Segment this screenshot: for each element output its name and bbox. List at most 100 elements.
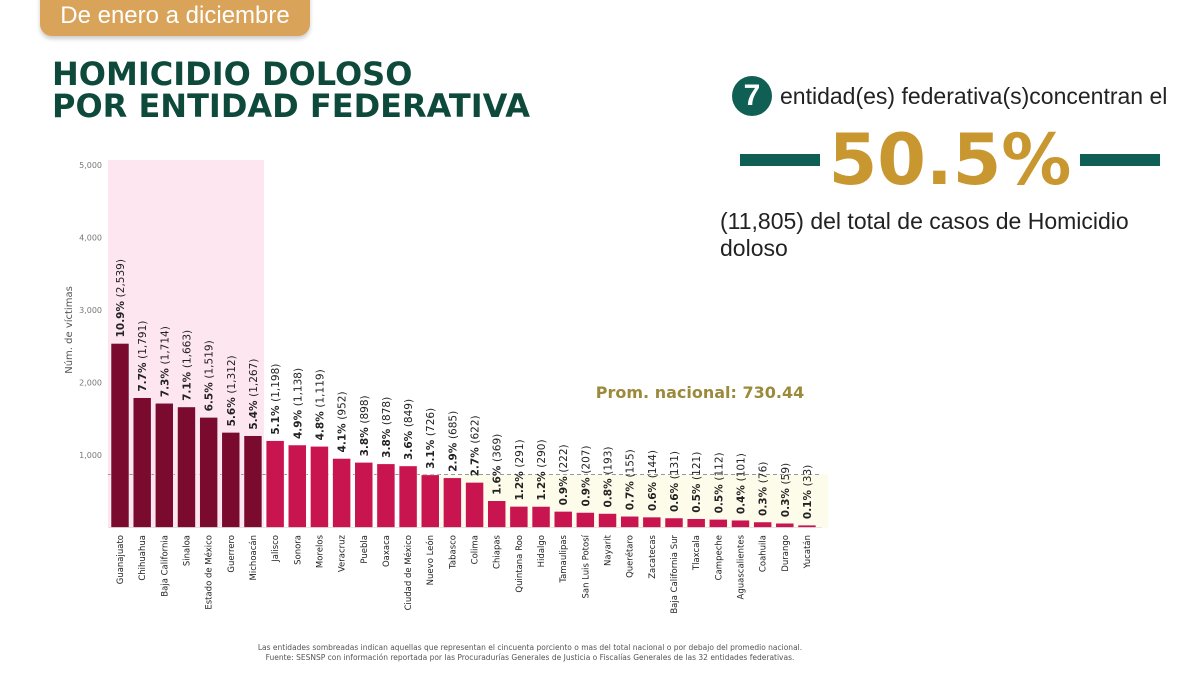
- percent-label: 2.9%: [447, 439, 459, 472]
- percent-label: 3.6%: [403, 427, 415, 460]
- category-label: Coahuila: [759, 535, 769, 572]
- bar-veracruz: [332, 458, 351, 528]
- data-label: 2.7% (622): [470, 415, 482, 476]
- percent-label: 4.9%: [292, 406, 304, 439]
- title-line-2: POR ENTIDAD FEDERATIVA: [52, 87, 530, 125]
- count-label: (76): [758, 462, 770, 484]
- bar-aguascalientes: [731, 519, 750, 528]
- percent-label: 3.1%: [425, 436, 437, 469]
- count-label: (291): [514, 439, 526, 467]
- percent-label: 7.1%: [181, 368, 193, 401]
- bar-puebla: [354, 462, 374, 528]
- data-label: 0.7% (155): [625, 449, 637, 510]
- category-label: Baja California Sur: [670, 534, 680, 613]
- percent-label: 5.6%: [226, 394, 238, 427]
- data-label: 0.9% (207): [580, 445, 592, 506]
- percent-label: 6.5%: [204, 379, 216, 412]
- count-label: (1,119): [314, 369, 326, 407]
- category-label: Nuevo León: [425, 535, 436, 585]
- percent-label: 10.9%: [115, 297, 127, 337]
- percent-label: 1.6%: [492, 462, 504, 495]
- count-label: (59): [780, 463, 792, 485]
- summary-line-3: (11,805) del total de casos de Homicidio…: [720, 208, 1129, 261]
- category-label: Estado de México: [204, 535, 215, 610]
- bar-durango: [775, 522, 795, 528]
- title-line-1: HOMICIDIO DOLOSO: [52, 55, 413, 93]
- category-label: Chihuahua: [138, 535, 148, 581]
- data-label: 0.5% (121): [691, 452, 703, 513]
- percent-label: 2.7%: [470, 444, 482, 477]
- y-tick-label: 2,000: [79, 379, 102, 388]
- data-label: 4.9% (1,138): [292, 368, 304, 439]
- category-label: Guanajuato: [116, 535, 126, 584]
- percent-label: 5.1%: [270, 402, 282, 435]
- category-label: Jalisco: [271, 535, 281, 563]
- count-label: (207): [580, 445, 592, 473]
- category-label: Querétaro: [625, 535, 636, 578]
- y-tick-label: 4,000: [79, 234, 102, 243]
- data-label: 10.9% (2,539): [115, 259, 127, 337]
- category-label: Oaxaca: [382, 535, 392, 567]
- bar-ciudad-de-méxico: [398, 465, 418, 528]
- count-label: (2,539): [115, 259, 127, 297]
- data-label: 1.2% (290): [536, 439, 548, 500]
- data-label: 5.1% (1,198): [270, 364, 282, 435]
- bar-querétaro: [620, 516, 639, 528]
- count-label: (1,312): [226, 355, 238, 393]
- data-label: 3.8% (878): [381, 397, 393, 458]
- count-label: (1,138): [292, 368, 304, 406]
- count-label: (155): [625, 449, 637, 477]
- bar-san-luis-potosí: [576, 512, 595, 528]
- data-label: 1.6% (369): [492, 434, 504, 495]
- category-label: Michoacán: [249, 535, 259, 580]
- bar-guerrero: [221, 432, 241, 528]
- bar-estado-de-méxico: [199, 417, 218, 528]
- category-label: Guerrero: [227, 535, 237, 573]
- y-tick-label: 5,000: [79, 161, 102, 170]
- percent-label: 0.8%: [603, 475, 615, 508]
- category-label: Quintana Roo: [515, 535, 525, 593]
- percent-label: 0.3%: [758, 483, 770, 516]
- data-label: 0.3% (76): [758, 462, 770, 516]
- category-label: Zacatecas: [648, 534, 658, 578]
- bar-hidalgo: [531, 506, 551, 528]
- data-label: 2.9% (685): [447, 411, 459, 472]
- percent-label: 7.3%: [159, 364, 171, 397]
- data-label: 0.3% (59): [780, 463, 792, 517]
- count-label: (1,519): [204, 340, 216, 378]
- count-label: (131): [669, 451, 681, 479]
- percent-label: 0.3%: [780, 484, 792, 517]
- period-badge: De enero a diciembre: [40, 0, 310, 36]
- bar-sinaloa: [177, 406, 196, 528]
- bar-baja-california: [155, 402, 174, 528]
- category-label: Tamaulipas: [559, 534, 569, 583]
- bar-tabasco: [443, 477, 462, 528]
- average-label: Prom. nacional: 730.44: [596, 383, 804, 402]
- category-label: Puebla: [360, 535, 370, 564]
- category-label: Hidalgo: [537, 535, 547, 567]
- footnote-1: Las entidades sombreadas indican aquella…: [257, 643, 803, 652]
- bar-baja-california-sur: [664, 517, 684, 528]
- footnote-2: Fuente: SESNSP con información reportada…: [265, 653, 795, 662]
- bar-oaxaca: [376, 463, 396, 528]
- count-label: (878): [381, 397, 393, 425]
- category-label: San Luis Potosí: [581, 534, 591, 598]
- data-label: 0.4% (101): [735, 453, 747, 514]
- data-label: 3.8% (898): [359, 395, 371, 456]
- bar-campeche: [709, 519, 728, 528]
- count-label: (1,791): [137, 321, 149, 359]
- count-label: (101): [735, 453, 747, 481]
- summary-percent: 50.5%: [828, 119, 1072, 201]
- percent-label: 0.9%: [558, 473, 570, 506]
- category-label: Tabasco: [448, 535, 458, 570]
- count-label: (193): [603, 446, 615, 474]
- count-label: (849): [403, 399, 415, 427]
- category-label: Morelos: [315, 534, 325, 568]
- category-label: Tlaxcala: [692, 535, 702, 571]
- category-label: Sinaloa: [182, 535, 192, 566]
- count-label: (121): [691, 452, 703, 480]
- bar-guanajuato: [110, 343, 130, 528]
- decorative-bar-left: [740, 154, 820, 166]
- bar-quintana-roo: [509, 506, 529, 528]
